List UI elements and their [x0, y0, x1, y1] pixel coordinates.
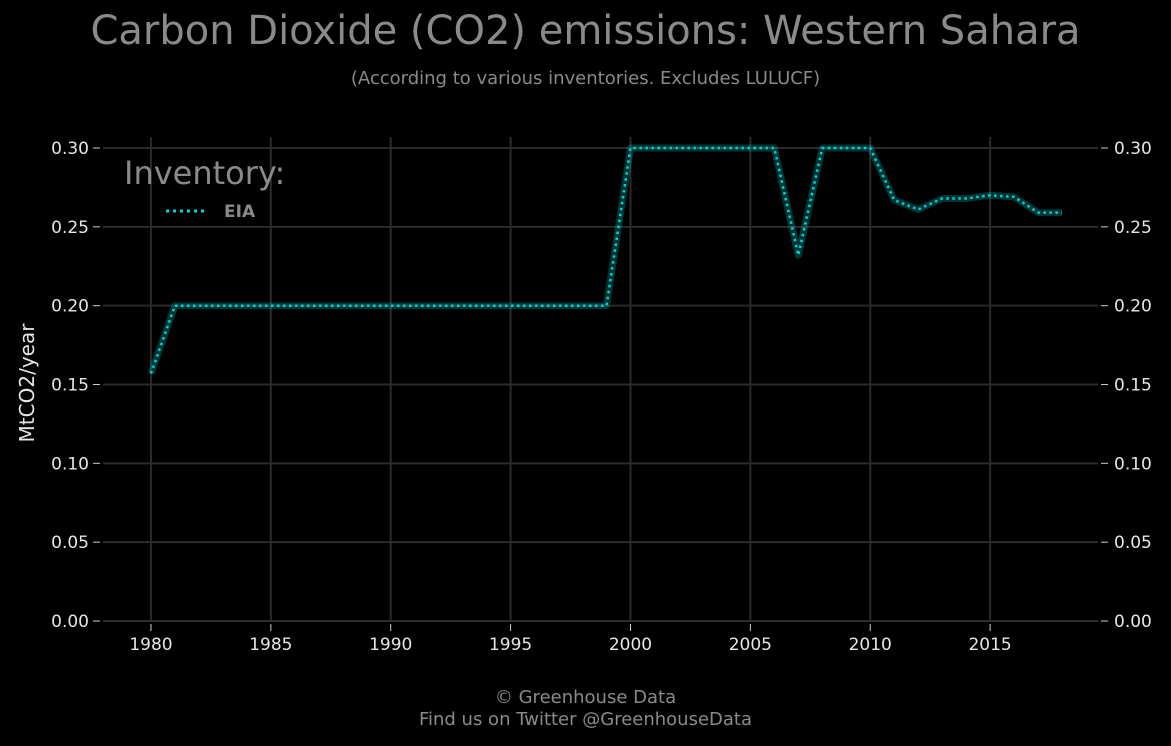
- data-point[interactable]: [988, 193, 993, 198]
- data-point[interactable]: [220, 303, 225, 308]
- data-point[interactable]: [1012, 194, 1017, 199]
- data-point[interactable]: [916, 207, 921, 212]
- data-point[interactable]: [868, 146, 873, 151]
- data-point[interactable]: [364, 303, 369, 308]
- data-point[interactable]: [196, 303, 201, 308]
- data-point[interactable]: [940, 196, 945, 201]
- footer-copyright: © Greenhouse Data: [494, 687, 677, 708]
- data-point[interactable]: [268, 303, 273, 308]
- y-tick-label-left: 0.30: [51, 139, 89, 159]
- legend-label-eia: EIA: [224, 202, 256, 222]
- data-point[interactable]: [412, 303, 417, 308]
- legend[interactable]: Inventory: EIA: [124, 154, 285, 222]
- data-point[interactable]: [724, 146, 729, 151]
- x-tick-label: 1985: [249, 635, 292, 655]
- y-tick-label-right: 0.25: [1114, 218, 1152, 238]
- series-lines: [147, 144, 1065, 376]
- data-point[interactable]: [556, 303, 561, 308]
- data-point[interactable]: [388, 303, 393, 308]
- data-point[interactable]: [748, 146, 753, 151]
- y-tick-label-right: 0.00: [1114, 612, 1152, 632]
- y-tick-label-right: 0.20: [1114, 297, 1152, 317]
- data-point[interactable]: [1036, 210, 1041, 215]
- chart-subtitle: (According to various inventories. Exclu…: [350, 68, 821, 89]
- y-tick-label-right: 0.30: [1114, 139, 1152, 159]
- data-point[interactable]: [484, 303, 489, 308]
- x-tick-label: 2005: [729, 635, 772, 655]
- data-point[interactable]: [580, 303, 585, 308]
- series-line-eia[interactable]: [149, 146, 1062, 374]
- data-point[interactable]: [892, 198, 897, 203]
- y-tick-label-right: 0.15: [1114, 376, 1152, 396]
- data-point[interactable]: [604, 303, 609, 308]
- data-point[interactable]: [844, 146, 849, 151]
- legend-title: Inventory:: [124, 154, 285, 192]
- x-tick-label: 1980: [129, 635, 172, 655]
- y-tick-label-left: 0.25: [51, 218, 89, 238]
- data-point[interactable]: [460, 303, 465, 308]
- chart-title: Carbon Dioxide (CO2) emissions: Western …: [90, 8, 1081, 54]
- y-tick-label-left: 0.20: [51, 297, 89, 317]
- data-point[interactable]: [1060, 210, 1065, 215]
- data-point[interactable]: [796, 253, 801, 258]
- data-point[interactable]: [508, 303, 513, 308]
- data-point[interactable]: [820, 146, 825, 151]
- y-tick-label-left: 0.05: [51, 533, 89, 553]
- axes: 0.00 0.00 0.05 0.05 0.10 0.10 0.15 0.15 0.20 0.20…: [51, 139, 1152, 655]
- series-glow-eia: [147, 144, 1062, 375]
- y-tick-label-left: 0.15: [51, 376, 89, 396]
- x-tick-label: 2000: [609, 635, 652, 655]
- data-point[interactable]: [340, 303, 345, 308]
- data-point[interactable]: [628, 146, 633, 151]
- data-point[interactable]: [436, 303, 441, 308]
- data-point[interactable]: [244, 303, 249, 308]
- y-tick-label-right: 0.05: [1114, 533, 1152, 553]
- data-point[interactable]: [532, 303, 537, 308]
- y-axis-label: MtCO2/year: [15, 323, 39, 443]
- y-tick-label-left: 0.00: [51, 612, 89, 632]
- x-tick-label: 2010: [849, 635, 892, 655]
- data-point[interactable]: [676, 146, 681, 151]
- data-point[interactable]: [148, 371, 153, 376]
- data-point[interactable]: [172, 303, 177, 308]
- data-point[interactable]: [292, 303, 297, 308]
- data-point[interactable]: [700, 146, 705, 151]
- x-tick-label: 1995: [489, 635, 532, 655]
- footer-twitter[interactable]: Find us on Twitter @GreenhouseData: [418, 709, 753, 730]
- y-tick-label-left: 0.10: [51, 454, 89, 474]
- data-point[interactable]: [772, 146, 777, 151]
- grid: [103, 137, 1098, 622]
- x-tick-label: 2015: [968, 635, 1011, 655]
- data-point[interactable]: [964, 196, 969, 201]
- y-tick-label-right: 0.10: [1114, 454, 1152, 474]
- data-point[interactable]: [316, 303, 321, 308]
- x-tick-label: 1990: [369, 635, 412, 655]
- data-point[interactable]: [652, 146, 657, 151]
